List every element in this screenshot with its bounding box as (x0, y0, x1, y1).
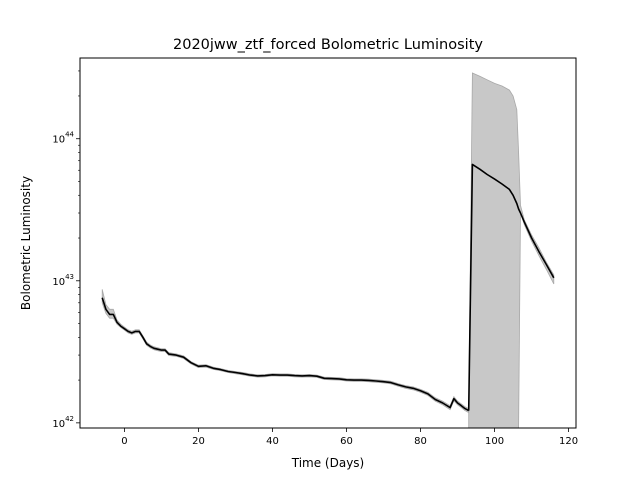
x-tick-label: 80 (414, 436, 427, 447)
luminosity-line-1 (101, 297, 470, 412)
x-tick-label: 40 (266, 436, 279, 447)
x-tick-label: 120 (559, 436, 578, 447)
x-axis-label: Time (Days) (291, 456, 365, 470)
x-tick-label: 100 (485, 436, 504, 447)
y-tick-label: 1043 (52, 273, 74, 288)
y-tick-label: 1044 (52, 131, 74, 146)
y-tick-label: 1042 (52, 415, 74, 430)
y-axis-label: Bolometric Luminosity (19, 176, 33, 310)
x-tick-label: 20 (192, 436, 205, 447)
x-axis-ticks: 0 20 40 60 80 100 120 (121, 428, 578, 447)
y-axis-ticks: 1042 1043 1044 (52, 70, 80, 430)
plot-area-frame (79, 57, 577, 429)
x-tick-label: 60 (340, 436, 353, 447)
chart-title: 2020jww_ztf_forced Bolometric Luminosity (173, 37, 483, 53)
luminosity-line-2 (467, 163, 555, 411)
data-lines (101, 163, 555, 412)
x-tick-label: 0 (121, 436, 127, 447)
